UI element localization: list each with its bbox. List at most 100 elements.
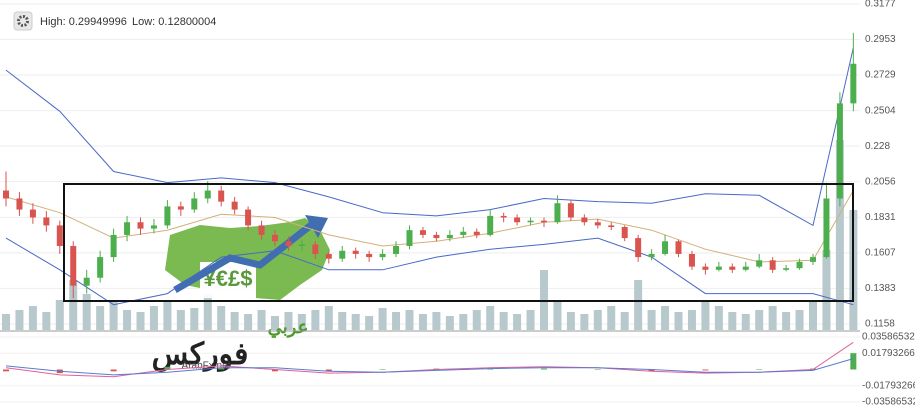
candle-body (742, 266, 749, 270)
volume-bar (365, 316, 374, 330)
volume-bar (809, 302, 817, 330)
macd-histogram-bar (541, 368, 547, 370)
volume-bar (486, 306, 495, 330)
volume-bar (714, 306, 723, 330)
macd-histogram-bar (164, 366, 171, 370)
volume-bar (782, 312, 791, 330)
volume-bar (149, 306, 158, 330)
candle-body (124, 222, 131, 235)
volume-bar (351, 314, 360, 330)
candle-body (648, 253, 655, 258)
y-tick-label: 0.2504 (865, 105, 896, 116)
volume-bar (674, 312, 683, 330)
bands (5, 47, 854, 306)
candle-body (635, 238, 642, 258)
candle-body (621, 227, 628, 239)
volume-bar (499, 312, 508, 330)
macd-histogram-bar (379, 369, 386, 370)
candle-body (783, 268, 790, 270)
candle-body (473, 231, 480, 235)
candle-body (514, 217, 521, 223)
volume-bar (123, 310, 132, 330)
candle-body (272, 234, 278, 242)
volume-bar (257, 310, 266, 330)
macd-histogram-bar (648, 369, 655, 372)
low-stat: Low: 0.12800004 (132, 16, 216, 28)
candle-body (460, 231, 467, 235)
volume-bar (284, 312, 293, 330)
candle-body (29, 209, 36, 218)
candle-body (150, 225, 157, 229)
candle-body (339, 250, 346, 259)
candle-body (406, 230, 413, 247)
volume-bar (701, 300, 710, 330)
macd-line (5, 341, 854, 378)
y-tick-label: 0.228 (865, 141, 890, 152)
macd-tick-label: -0.03586532 (862, 397, 915, 408)
candle-body (850, 63, 857, 104)
volume-bar (513, 314, 522, 330)
candle-body (137, 222, 144, 229)
candle-body (231, 201, 238, 210)
candle-body (352, 250, 359, 254)
candle-body (608, 225, 615, 228)
volume-bar (835, 140, 844, 330)
candle-body (796, 261, 803, 269)
candle-body (366, 253, 373, 258)
volume-bar (634, 280, 643, 330)
watermark-site: ArabFx.net (182, 361, 231, 372)
volume-bar (526, 310, 535, 330)
macd-tick-label: 0.03586532 (862, 332, 915, 343)
volume-bar (620, 312, 629, 330)
volume-bar (244, 314, 253, 330)
high-stat: High: 0.29949996 (40, 16, 127, 28)
macd-histogram-bar (850, 353, 857, 370)
volume-bar (230, 312, 239, 330)
volume-bar (136, 312, 145, 330)
volume-bar (15, 310, 24, 330)
candle-body (191, 198, 198, 210)
candle-body (446, 234, 453, 239)
candle-body (554, 203, 561, 223)
candle-body (3, 190, 9, 199)
settings-icon (17, 15, 29, 27)
candle-body (16, 198, 23, 210)
volume-bar (405, 310, 414, 330)
volume-bar (42, 312, 51, 330)
volume-bar (176, 310, 185, 330)
y-tick-label: 0.1383 (865, 283, 896, 294)
y-tick-label: 0.1158 (865, 319, 895, 330)
volume-bar (378, 308, 387, 330)
candle-body (218, 190, 225, 202)
macd-histogram-bar (594, 369, 601, 370)
macd-tick-label: -0.01793266 (862, 380, 915, 391)
candle-body (581, 217, 588, 223)
volume-bar (338, 312, 347, 330)
candle-body (688, 253, 695, 267)
candle-body (675, 241, 682, 254)
volume (2, 140, 858, 330)
volume-bar (190, 308, 199, 330)
candle-body (312, 244, 319, 254)
candle-body (379, 253, 386, 258)
candle-body (810, 257, 816, 262)
settings-button[interactable] (13, 11, 33, 31)
macd-panel (3, 341, 857, 378)
volume-bar (445, 316, 454, 330)
candle-body (756, 260, 763, 267)
candle-body (83, 277, 90, 286)
y-tick-label: 0.2953 (865, 34, 896, 45)
macd-histogram-bar (3, 369, 9, 372)
candle-body (769, 260, 776, 270)
macd-histogram-bar (110, 369, 117, 372)
candle-body (836, 103, 843, 199)
band-line (5, 47, 854, 227)
volume-bar (311, 310, 320, 330)
volume-bar (432, 312, 441, 330)
candle-body (662, 241, 669, 254)
volume-bar (96, 306, 105, 330)
volume-bar (203, 294, 212, 330)
volume-bar (822, 250, 831, 330)
volume-bar (580, 314, 589, 330)
